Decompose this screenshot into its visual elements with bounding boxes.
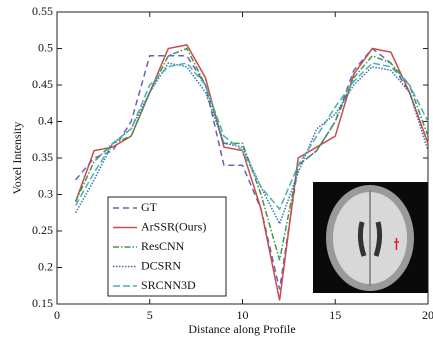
- y-tick-label: 0.15: [32, 296, 53, 310]
- y-tick-label: 0.4: [38, 113, 53, 127]
- legend: GT ArSSR(Ours) ResCNN DCSRN SRCNN3D: [108, 197, 226, 296]
- legend-label: SRCNN3D: [141, 278, 196, 292]
- y-tick-label: 0.5: [38, 40, 53, 54]
- x-tick-label: 5: [147, 308, 153, 322]
- y-tick-label: 0.35: [32, 150, 53, 164]
- legend-label: DCSRN: [141, 258, 181, 272]
- legend-label: ArSSR(Ours): [141, 219, 206, 233]
- x-tick-label: 0: [54, 308, 60, 322]
- y-tick-label: 0.2: [38, 259, 53, 273]
- y-tick-label: 0.45: [32, 77, 53, 91]
- legend-label: ResCNN: [141, 239, 185, 253]
- inset-image: [313, 182, 428, 293]
- x-axis-label: Distance along Profile: [188, 322, 295, 336]
- page: {"chart_data": {"type": "line", "xlabel"…: [0, 0, 433, 339]
- y-tick-label: 0.25: [32, 223, 53, 237]
- x-tick-label: 10: [237, 308, 249, 322]
- x-tick-label: 15: [329, 308, 341, 322]
- y-tick-label: 0.3: [38, 186, 53, 200]
- y-axis-label: Voxel Intensity: [10, 122, 24, 195]
- chart: Distance along Profile Voxel Intensity 0…: [0, 0, 433, 339]
- x-tick-label: 20: [422, 308, 433, 322]
- y-tick-label: 0.55: [32, 4, 53, 18]
- legend-label: GT: [141, 200, 158, 214]
